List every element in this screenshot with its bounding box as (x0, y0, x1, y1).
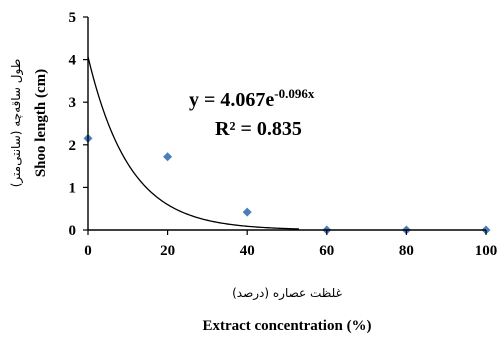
data-point (163, 152, 173, 162)
x-tick-label: 0 (84, 243, 92, 259)
trendline-group (87, 56, 299, 230)
data-point (242, 207, 252, 217)
y-tick-label: 3 (69, 95, 77, 111)
axes (87, 17, 486, 231)
y-tick-label: 0 (69, 223, 77, 239)
y-ticks: 0 1 2 3 4 5 (69, 10, 88, 239)
x-tick-label: 40 (240, 243, 255, 259)
x-ticks: 0 20 40 60 80 100 (84, 230, 497, 259)
trendline (87, 56, 299, 230)
markers (83, 133, 491, 235)
y-tick-label: 5 (69, 10, 77, 26)
y-axis-label-fa: طول ساقه‌چه (سانتی‌متر) (9, 59, 24, 188)
y-tick-label: 4 (69, 53, 77, 69)
x-tick-label: 80 (399, 243, 414, 259)
y-tick-label: 1 (69, 180, 77, 196)
x-tick-label: 60 (319, 243, 334, 259)
x-axis-label-fa: غلظت عصاره (درصد) (232, 286, 342, 301)
y-tick-label: 2 (69, 138, 77, 154)
equation-exponent: -0.096x (274, 86, 315, 101)
x-tick-label: 20 (160, 243, 175, 259)
equation-main: y = 4.067e (189, 89, 274, 111)
r-squared-label: R² = 0.835 (215, 118, 302, 140)
trendline-equation: y = 4.067e-0.096x (189, 86, 315, 111)
x-tick-label: 100 (475, 243, 498, 259)
y-axis-label: Shoo length (cm) (33, 69, 49, 177)
x-axis-label: Extract concentration (%) (202, 318, 371, 334)
